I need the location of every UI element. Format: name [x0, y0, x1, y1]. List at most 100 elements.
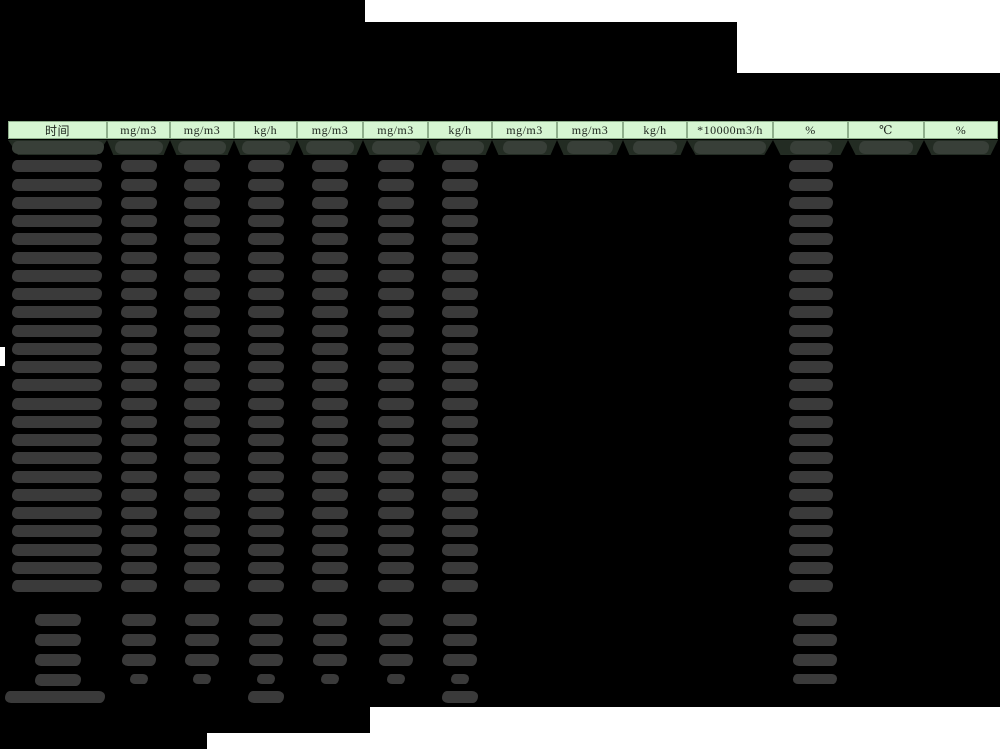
- redacted-value: [378, 398, 414, 410]
- redacted-percent: [789, 379, 833, 391]
- redacted-value: [184, 562, 220, 574]
- redacted-cell: [306, 141, 354, 154]
- redacted-value: [378, 270, 414, 282]
- redacted-summary-label: [35, 634, 81, 646]
- redacted-value: [312, 379, 348, 391]
- redacted-value: [378, 325, 414, 337]
- redacted-value: [121, 215, 157, 227]
- redacted-value: [248, 288, 284, 300]
- redacted-value: [248, 252, 284, 264]
- redacted-value: [248, 416, 284, 428]
- redacted-summary-value: [387, 674, 405, 684]
- redacted-value: [378, 452, 414, 464]
- redacted-value: [312, 525, 348, 537]
- redacted-percent: [789, 434, 833, 446]
- redacted-value: [121, 507, 157, 519]
- redacted-value: [378, 507, 414, 519]
- redacted-value: [248, 270, 284, 282]
- redacted-value: [248, 489, 284, 501]
- redacted-value: [184, 197, 220, 209]
- redacted-value: [312, 434, 348, 446]
- header-cell-flow: *10000m3/h: [687, 121, 773, 139]
- redacted-value: [312, 215, 348, 227]
- redacted-timestamp: [12, 179, 102, 191]
- redacted-cell: [242, 141, 290, 154]
- redacted-timestamp: [12, 288, 102, 300]
- redacted-value: [184, 398, 220, 410]
- redacted-value: [121, 471, 157, 483]
- redacted-value: [378, 343, 414, 355]
- redacted-value: [121, 580, 157, 592]
- redacted-percent: [789, 215, 833, 227]
- redacted-value: [184, 270, 220, 282]
- redacted-percent: [789, 544, 833, 556]
- header-cell-mgm3-4: mg/m3: [363, 121, 428, 139]
- redacted-percent: [789, 325, 833, 337]
- redacted-summary-value: [379, 614, 413, 626]
- header-cell-percent-2: %: [924, 121, 998, 139]
- redacted-value: [121, 325, 157, 337]
- redacted-cell: [694, 141, 766, 154]
- redacted-timestamp: [12, 325, 102, 337]
- redacted-percent: [789, 525, 833, 537]
- redacted-value: [378, 525, 414, 537]
- redacted-value: [121, 252, 157, 264]
- redacted-percent: [789, 288, 833, 300]
- redacted-value: [121, 489, 157, 501]
- redacted-value: [442, 507, 478, 519]
- redacted-value: [312, 544, 348, 556]
- header-cell-mgm3-5: mg/m3: [492, 121, 557, 139]
- redacted-value: [121, 434, 157, 446]
- redacted-timestamp: [12, 452, 102, 464]
- redacted-value: [378, 179, 414, 191]
- redacted-value: [378, 361, 414, 373]
- redacted-timestamp: [12, 562, 102, 574]
- redacted-value: [121, 270, 157, 282]
- redacted-summary-percent: [793, 634, 837, 646]
- redacted-summary-value: [321, 674, 339, 684]
- redacted-value: [378, 544, 414, 556]
- redacted-value: [248, 525, 284, 537]
- redacted-value: [378, 489, 414, 501]
- redacted-value: [248, 471, 284, 483]
- redacted-value: [442, 379, 478, 391]
- redacted-percent: [789, 416, 833, 428]
- redacted-value: [442, 361, 478, 373]
- redacted-summary-value: [122, 614, 156, 626]
- redacted-value: [248, 580, 284, 592]
- redacted-value: [184, 325, 220, 337]
- redacted-timestamp: [12, 215, 102, 227]
- redacted-value: [248, 343, 284, 355]
- redacted-percent: [789, 306, 833, 318]
- redacted-value: [184, 434, 220, 446]
- redacted-value: [442, 233, 478, 245]
- header-cell-kgh-1: kg/h: [234, 121, 297, 139]
- redacted-summary-percent: [793, 674, 837, 684]
- redacted-cell: [933, 141, 989, 154]
- redacted-timestamp: [12, 306, 102, 318]
- redacted-value: [312, 252, 348, 264]
- redacted-percent: [789, 179, 833, 191]
- redacted-value: [378, 288, 414, 300]
- redacted-value: [184, 233, 220, 245]
- redacted-value: [184, 306, 220, 318]
- redacted-value: [312, 471, 348, 483]
- redacted-timestamp: [12, 398, 102, 410]
- redacted-value: [442, 562, 478, 574]
- redacted-value: [121, 525, 157, 537]
- redacted-timestamp: [12, 160, 102, 172]
- redacted-value: [442, 160, 478, 172]
- redacted-value: [184, 544, 220, 556]
- redacted-footer-value: [248, 691, 284, 703]
- redacted-timestamp: [12, 233, 102, 245]
- redacted-summary-value: [193, 674, 211, 684]
- redacted-summary-value: [185, 614, 219, 626]
- redacted-timestamp: [12, 471, 102, 483]
- redacted-percent: [789, 270, 833, 282]
- header-cell-kgh-2: kg/h: [428, 121, 492, 139]
- header-cell-temperature: ℃: [848, 121, 924, 139]
- redacted-value: [378, 197, 414, 209]
- redacted-value: [312, 416, 348, 428]
- header-cell-mgm3-1: mg/m3: [107, 121, 170, 139]
